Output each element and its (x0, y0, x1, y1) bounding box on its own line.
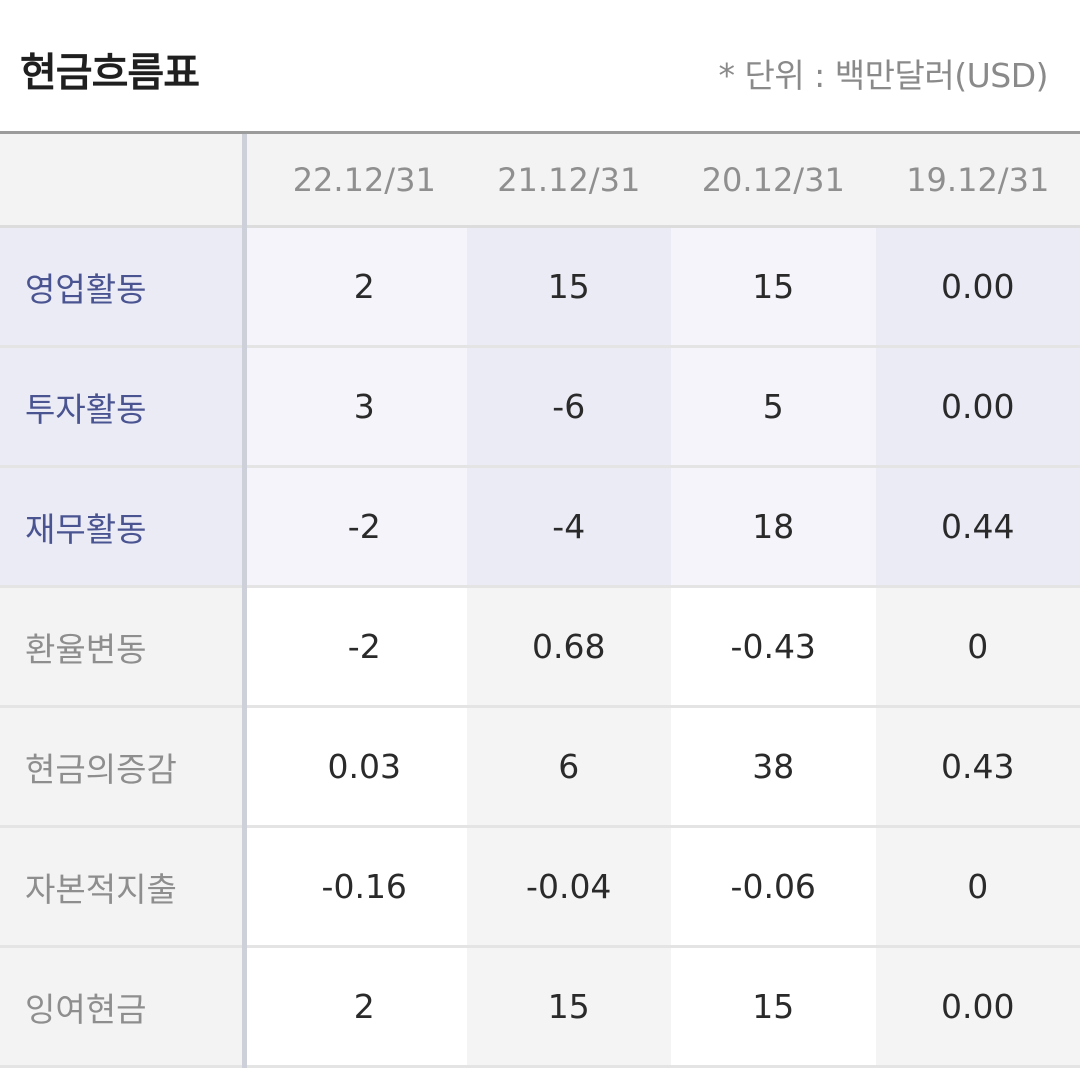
value-cell: 2 (262, 226, 467, 348)
unit-note: * 단위 : 백만달러(USD) (718, 56, 1048, 95)
value-cell: 2 (262, 946, 467, 1068)
row-label: 환율변동 (0, 586, 247, 708)
header-empty-cell (0, 134, 247, 228)
value-cell: -4 (466, 466, 671, 588)
value-cell: -0.04 (466, 826, 671, 948)
value-cell: 0.44 (875, 466, 1080, 588)
value-cell: 6 (466, 706, 671, 828)
value-cell: 0.00 (875, 946, 1080, 1068)
page-title: 현금흐름표 (20, 50, 200, 96)
row-spacer (244, 826, 262, 948)
row-label: 투자활동 (0, 346, 247, 468)
table-row: 자본적지출 -0.16 -0.04 -0.06 0 (0, 826, 1080, 948)
row-spacer (244, 226, 262, 348)
column-header: 21.12/31 (466, 134, 671, 228)
value-cell: 18 (671, 466, 876, 588)
table-row: 투자활동 3 -6 5 0.00 (0, 346, 1080, 468)
value-cell: 15 (671, 226, 876, 348)
row-label: 영업활동 (0, 226, 247, 348)
cashflow-table: 22.12/31 21.12/31 20.12/31 19.12/31 영업활동… (0, 134, 1080, 1068)
value-cell: -0.06 (671, 826, 876, 948)
row-spacer (244, 346, 262, 468)
value-cell: 15 (466, 226, 671, 348)
value-cell: 0.03 (262, 706, 467, 828)
column-header: 20.12/31 (671, 134, 876, 228)
row-label: 자본적지출 (0, 826, 247, 948)
table-header-row: 22.12/31 21.12/31 20.12/31 19.12/31 (0, 134, 1080, 228)
value-cell: 0 (875, 826, 1080, 948)
row-spacer (244, 946, 262, 1068)
row-spacer (244, 466, 262, 588)
value-cell: -0.43 (671, 586, 876, 708)
value-cell: 0 (875, 586, 1080, 708)
value-cell: 0.68 (466, 586, 671, 708)
value-cell: 5 (671, 346, 876, 468)
value-cell: -0.16 (262, 826, 467, 948)
table-body: 영업활동 2 15 15 0.00 투자활동 3 -6 5 0.00 재무활동 -2 -4 18 0.44 환… (0, 226, 1080, 1068)
value-cell: 0.43 (875, 706, 1080, 828)
cashflow-table-container: 22.12/31 21.12/31 20.12/31 19.12/31 영업활동… (0, 131, 1080, 1068)
row-label: 현금의증감 (0, 706, 247, 828)
table-row: 재무활동 -2 -4 18 0.44 (0, 466, 1080, 588)
value-cell: 0.00 (875, 226, 1080, 348)
column-header: 19.12/31 (875, 134, 1080, 228)
row-spacer (244, 586, 262, 708)
value-cell: 38 (671, 706, 876, 828)
table-row: 환율변동 -2 0.68 -0.43 0 (0, 586, 1080, 708)
row-label: 잉여현금 (0, 946, 247, 1068)
table-row: 현금의증감 0.03 6 38 0.43 (0, 706, 1080, 828)
value-cell: 3 (262, 346, 467, 468)
value-cell: 15 (671, 946, 876, 1068)
value-cell: -2 (262, 586, 467, 708)
value-cell: -6 (466, 346, 671, 468)
table-row: 영업활동 2 15 15 0.00 (0, 226, 1080, 348)
value-cell: 0.00 (875, 346, 1080, 468)
value-cell: 15 (466, 946, 671, 1068)
row-spacer (244, 706, 262, 828)
section-header: 현금흐름표 * 단위 : 백만달러(USD) (0, 0, 1080, 132)
table-row: 잉여현금 2 15 15 0.00 (0, 946, 1080, 1068)
column-header: 22.12/31 (262, 134, 467, 228)
value-cell: -2 (262, 466, 467, 588)
header-spacer (244, 134, 262, 228)
row-label: 재무활동 (0, 466, 247, 588)
